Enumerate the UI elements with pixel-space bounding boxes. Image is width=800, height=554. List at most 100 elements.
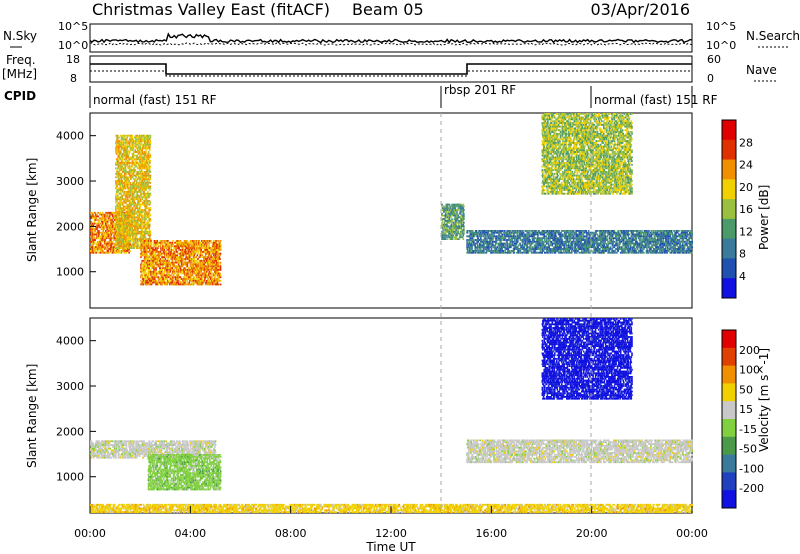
heatmap-cell <box>142 227 144 230</box>
heatmap-cell <box>177 279 179 282</box>
heatmap-cell <box>195 241 197 244</box>
heatmap-cell <box>468 235 471 238</box>
heatmap-cell <box>126 152 128 155</box>
heatmap-cell <box>205 272 207 275</box>
heatmap-cell <box>145 194 147 197</box>
heatmap-cell <box>126 187 128 190</box>
heatmap-cell <box>131 134 133 137</box>
heatmap-cell <box>210 252 212 255</box>
heatmap-cell <box>98 224 100 227</box>
heatmap-cell <box>128 169 131 171</box>
heatmap-cell <box>138 225 141 228</box>
heatmap-cell <box>145 151 147 153</box>
heatmap-cell <box>118 218 121 220</box>
heatmap-cell <box>128 245 131 248</box>
heatmap-cell <box>104 226 106 229</box>
heatmap-cell <box>140 194 142 197</box>
heatmap-cell <box>184 267 187 269</box>
heatmap-cell <box>193 272 196 275</box>
heatmap-cell <box>145 229 148 231</box>
heatmap-cell <box>116 149 118 152</box>
heatmap-cell <box>148 147 151 150</box>
heatmap-cell <box>93 217 96 220</box>
heatmap-cell <box>103 233 106 236</box>
heatmap-cell <box>201 254 204 257</box>
heatmap-cell <box>463 232 465 235</box>
heatmap-cell <box>129 237 132 240</box>
heatmap-cell <box>196 259 198 262</box>
heatmap-cell <box>138 245 141 248</box>
heatmap-cell <box>124 227 127 230</box>
heatmap-cell <box>130 223 132 226</box>
heatmap-cell <box>140 227 142 230</box>
heatmap-cell <box>94 250 96 252</box>
heatmap-cell <box>206 241 209 244</box>
heatmap-cell <box>129 194 132 197</box>
heatmap-cell <box>133 203 135 206</box>
heatmap-cell <box>131 189 133 191</box>
heatmap-cell <box>110 233 113 236</box>
heatmap-cell <box>133 221 136 224</box>
heatmap-cell <box>130 183 132 186</box>
heatmap-cell <box>212 265 214 268</box>
freq-unit: [MHz] <box>2 67 37 81</box>
heatmap-cell <box>149 218 152 220</box>
heatmap-cell <box>177 278 179 280</box>
heatmap-cell <box>112 231 115 234</box>
heatmap-cell <box>146 211 148 213</box>
heatmap-cell <box>128 160 130 162</box>
heatmap-cell <box>144 230 147 233</box>
heatmap-cell <box>448 225 450 228</box>
heatmap-cell <box>101 244 104 247</box>
heatmap-cell <box>127 250 129 252</box>
heatmap-cell <box>124 160 127 162</box>
heatmap-cell <box>122 134 124 137</box>
heatmap-cell <box>185 276 187 279</box>
heatmap-cell <box>138 238 141 240</box>
heatmap-cell <box>219 261 222 264</box>
heatmap-cell <box>103 215 106 218</box>
heatmap-cell <box>110 239 112 241</box>
heatmap-cell <box>122 225 124 228</box>
heatmap-cell <box>174 272 177 275</box>
heatmap-cell <box>119 232 122 235</box>
heatmap-cell <box>115 163 117 166</box>
heatmap-cell <box>117 162 119 164</box>
heatmap-cell <box>140 212 143 215</box>
heatmap-cell <box>138 223 140 226</box>
heatmap-cell <box>474 251 476 254</box>
heatmap-cell <box>92 224 95 227</box>
heatmap-cell <box>120 160 123 162</box>
heatmap-cell <box>181 265 184 268</box>
heatmap-cell <box>96 246 98 249</box>
heatmap-cell <box>181 249 184 251</box>
heatmap-cell <box>134 178 137 181</box>
heatmap-cell <box>136 162 138 164</box>
heatmap-cell <box>145 163 148 166</box>
heatmap-cell <box>128 134 131 137</box>
heatmap-cell <box>113 224 116 227</box>
heatmap-cell <box>135 147 138 150</box>
heatmap-cell <box>138 214 140 217</box>
heatmap-cell <box>126 163 128 166</box>
heatmap-cell <box>148 250 150 253</box>
heatmap-cell <box>157 281 159 284</box>
heatmap-cell <box>149 238 152 240</box>
heatmap-cell <box>148 212 151 215</box>
heatmap-cell <box>148 223 151 226</box>
heatmap-cell <box>207 256 209 259</box>
heatmap-cell <box>122 229 125 231</box>
heatmap-cell <box>96 233 99 236</box>
heatmap-cell <box>140 238 143 240</box>
heatmap-cell <box>193 254 196 257</box>
heatmap-cell <box>108 215 111 218</box>
heatmap-cell <box>120 172 123 175</box>
heatmap-cell <box>117 167 120 170</box>
heatmap-cell <box>97 240 100 243</box>
heatmap-cell <box>124 251 127 254</box>
heatmap-cell <box>446 227 448 230</box>
heatmap-cell <box>130 140 132 142</box>
heatmap-cell <box>167 258 169 260</box>
heatmap-cell <box>131 234 133 237</box>
heatmap-cell <box>146 162 148 164</box>
